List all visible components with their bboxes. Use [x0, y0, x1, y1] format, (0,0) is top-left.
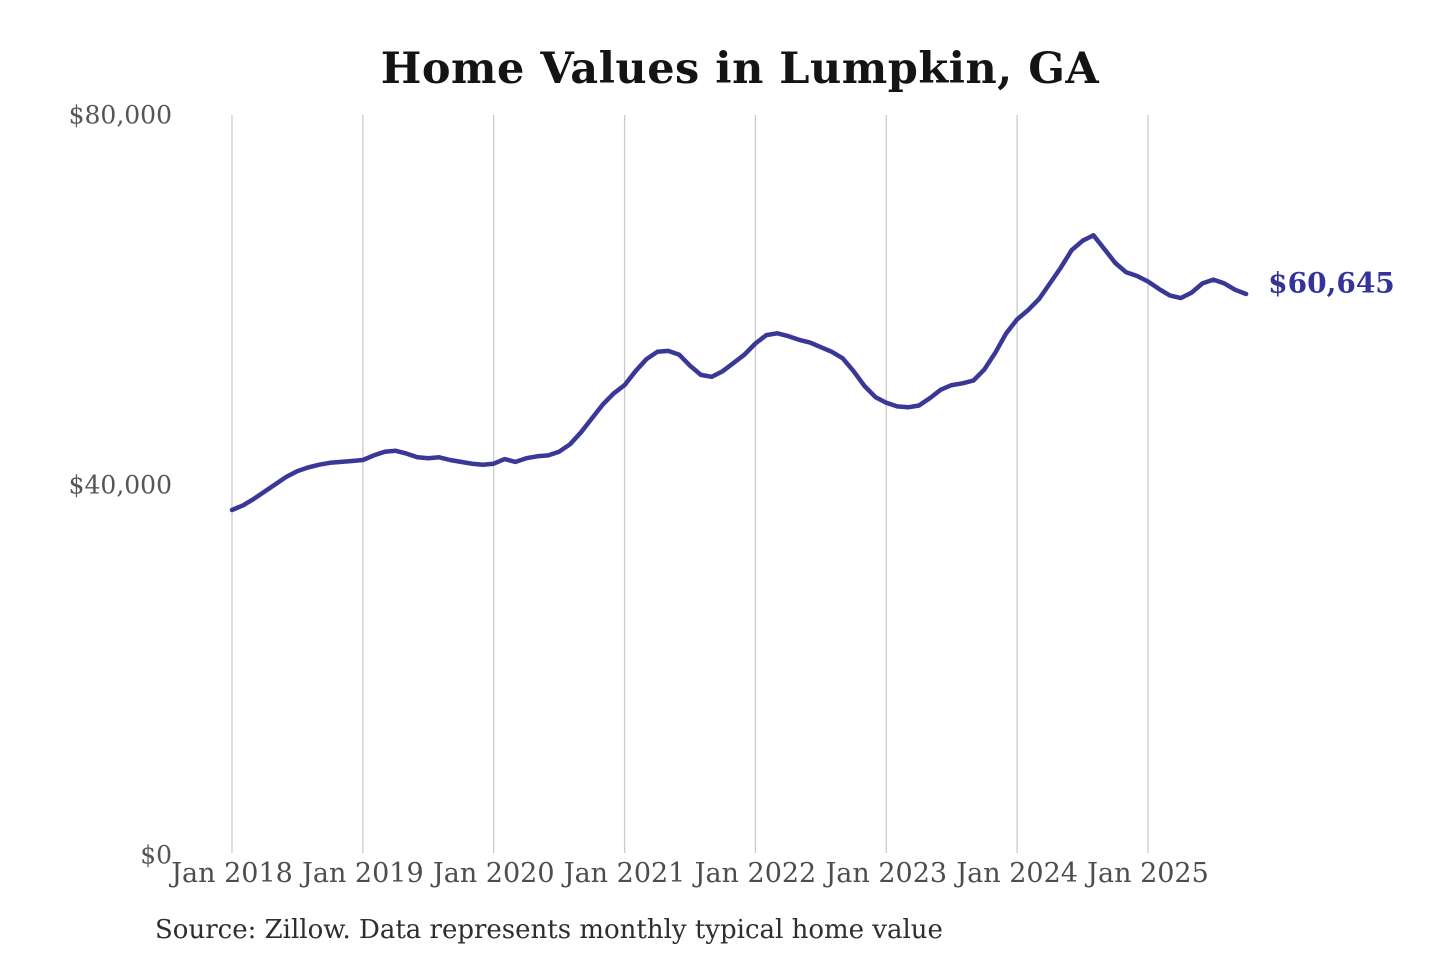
chart-title: Home Values in Lumpkin, GA: [380, 44, 1100, 94]
y-axis-tick-label: $80,000: [68, 100, 172, 130]
y-axis-tick-label: $0: [140, 840, 172, 870]
x-axis-tick-label: Jan 2024: [956, 858, 1078, 889]
x-axis-tick-label: Jan 2021: [563, 858, 686, 889]
latest-value-label: $60,645: [1268, 266, 1395, 300]
x-axis-tick-label: Jan 2022: [694, 858, 817, 889]
x-axis-tick-label: Jan 2020: [432, 858, 555, 889]
x-axis-tick-label: Jan 2019: [302, 858, 424, 889]
source-note: Source: Zillow. Data represents monthly …: [155, 915, 943, 945]
x-axis-tick-label: Jan 2025: [1087, 858, 1209, 889]
x-axis-tick-label: Jan 2023: [825, 858, 948, 889]
y-axis-tick-label: $40,000: [68, 470, 172, 500]
x-axis-tick-label: Jan 2018: [171, 858, 293, 889]
home-value-line: [229, 233, 1249, 513]
